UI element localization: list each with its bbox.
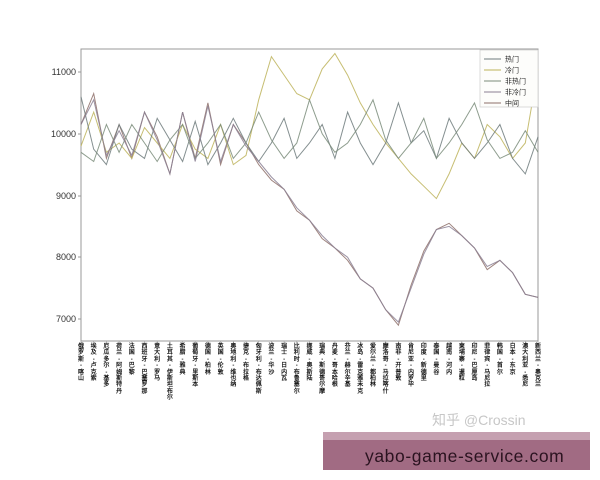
svg-text:非冷门: 非冷门	[505, 88, 526, 97]
svg-text:7000: 7000	[56, 314, 76, 324]
svg-text:8000: 8000	[56, 252, 76, 262]
svg-text:11000: 11000	[52, 67, 76, 77]
svg-text:9000: 9000	[56, 191, 76, 201]
svg-text:10000: 10000	[51, 129, 76, 139]
svg-text:热门: 热门	[505, 55, 519, 64]
svg-text:冷门: 冷门	[505, 66, 519, 75]
svg-text:非热门: 非热门	[505, 77, 526, 86]
svg-text:中间: 中间	[505, 99, 519, 108]
